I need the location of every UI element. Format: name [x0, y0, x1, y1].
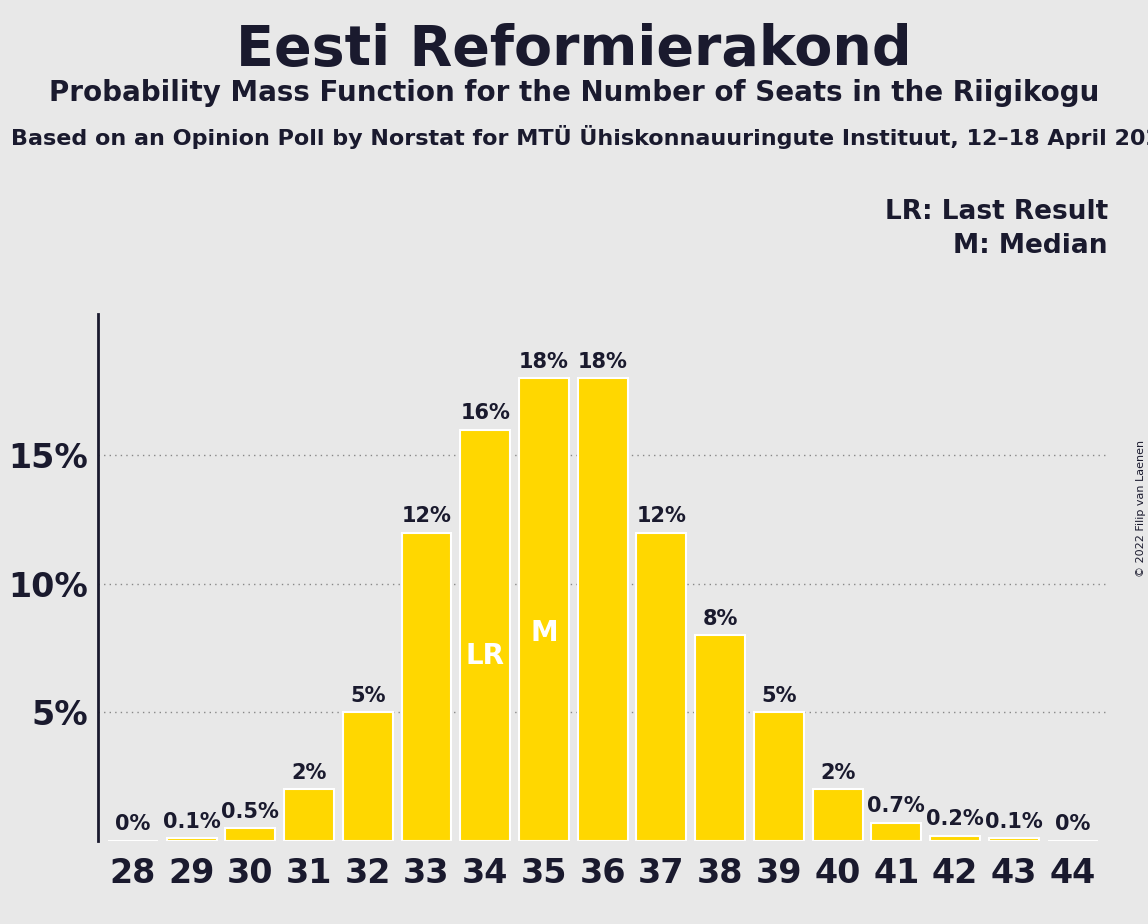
Bar [930, 835, 980, 841]
Bar [284, 789, 334, 841]
Text: M: Median: M: Median [953, 233, 1108, 259]
Text: LR: Last Result: LR: Last Result [885, 199, 1108, 225]
Text: 8%: 8% [703, 609, 738, 629]
Text: 0.7%: 0.7% [868, 796, 925, 817]
Text: LR: LR [466, 642, 505, 670]
Text: M: M [530, 619, 558, 647]
Text: 5%: 5% [350, 686, 386, 706]
Bar [754, 712, 804, 841]
Text: 0.1%: 0.1% [163, 812, 220, 832]
Text: 0%: 0% [115, 814, 150, 834]
Bar [225, 828, 276, 841]
Bar [402, 532, 451, 841]
Bar [519, 379, 569, 841]
Text: Probability Mass Function for the Number of Seats in the Riigikogu: Probability Mass Function for the Number… [49, 79, 1099, 106]
Bar [871, 823, 922, 841]
Text: Based on an Opinion Poll by Norstat for MTÜ Ühiskonnauuringute Instituut, 12–18 : Based on an Opinion Poll by Norstat for … [11, 125, 1148, 149]
Text: 16%: 16% [460, 404, 510, 423]
Text: 12%: 12% [402, 506, 451, 526]
Bar [813, 789, 862, 841]
Text: 0.2%: 0.2% [926, 809, 984, 829]
Text: 18%: 18% [577, 352, 628, 372]
Bar [577, 379, 628, 841]
Text: 0%: 0% [1055, 814, 1091, 834]
Bar [988, 838, 1039, 841]
Text: Eesti Reformierakond: Eesti Reformierakond [236, 23, 912, 77]
Text: 2%: 2% [820, 763, 855, 783]
Text: 5%: 5% [761, 686, 797, 706]
Text: 0.5%: 0.5% [222, 802, 279, 821]
Bar [166, 838, 217, 841]
Bar [343, 712, 393, 841]
Text: 12%: 12% [636, 506, 687, 526]
Text: © 2022 Filip van Laenen: © 2022 Filip van Laenen [1135, 440, 1146, 577]
Bar [460, 430, 510, 841]
Text: 2%: 2% [292, 763, 327, 783]
Text: 18%: 18% [519, 352, 569, 372]
Bar [696, 636, 745, 841]
Text: 0.1%: 0.1% [985, 812, 1042, 832]
Bar [636, 532, 687, 841]
